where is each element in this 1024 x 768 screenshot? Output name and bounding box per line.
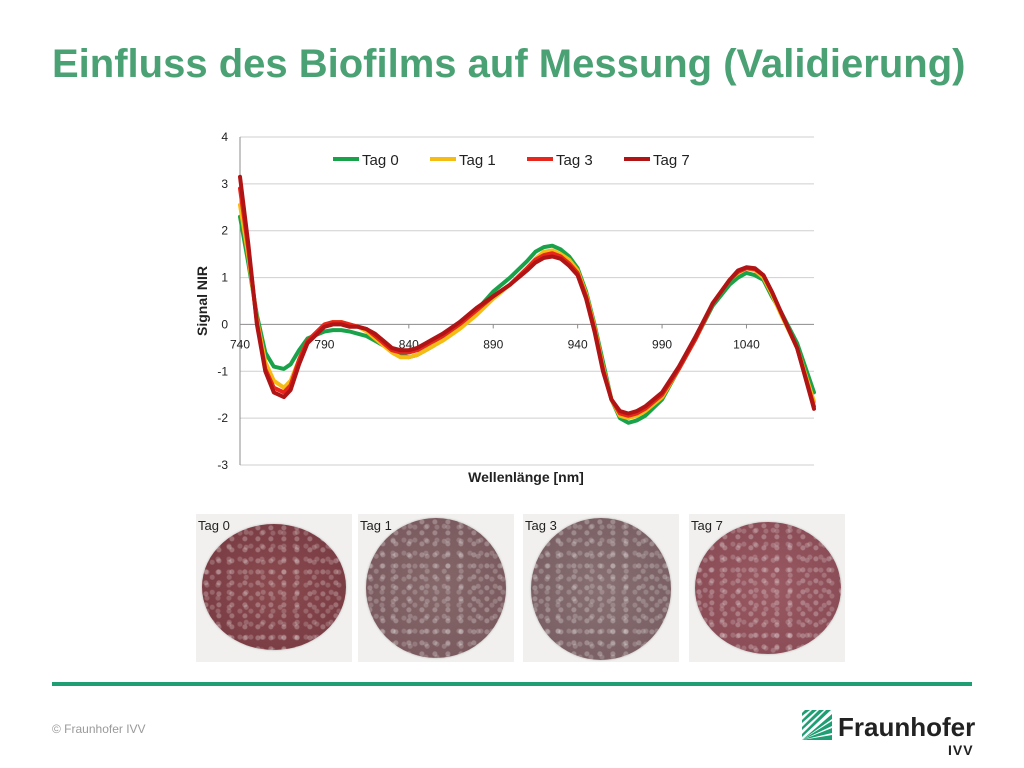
footer-divider [52, 682, 972, 686]
fraunhofer-logo: Fraunhofer IVV [802, 706, 982, 766]
fraunhofer-logo-icon [802, 710, 832, 740]
photo-label: Tag 1 [360, 518, 392, 533]
x-tick-label: 790 [314, 337, 334, 351]
y-tick-label: 3 [221, 177, 228, 191]
legend-label: Tag 1 [459, 152, 496, 169]
photo-label: Tag 0 [198, 518, 230, 533]
y-axis-title: Signal NIR [194, 266, 210, 336]
series-line-tag-3 [238, 186, 816, 418]
legend-label: Tag 7 [653, 152, 690, 169]
legend-label: Tag 3 [556, 152, 593, 169]
x-axis-title: Wellenlänge [nm] [468, 469, 584, 485]
photo-label: Tag 3 [525, 518, 557, 533]
meat-patty-image [202, 524, 346, 650]
y-tick-label: -1 [217, 364, 228, 378]
y-tick-label: 4 [221, 130, 228, 144]
photo-label: Tag 7 [691, 518, 723, 533]
y-tick-label: -2 [217, 411, 228, 425]
meat-patty-image [366, 518, 506, 658]
meat-patty-image [531, 518, 671, 660]
y-tick-label: 0 [221, 317, 228, 331]
y-tick-label: 1 [221, 271, 228, 285]
series-line-tag-0 [238, 214, 816, 425]
legend-label: Tag 0 [362, 152, 399, 169]
x-tick-label: 990 [652, 337, 672, 351]
x-tick-label: 890 [483, 337, 503, 351]
slide-title: Einfluss des Biofilms auf Messung (Valid… [52, 42, 966, 86]
meat-patty-image [695, 522, 841, 654]
copyright-text: © Fraunhofer IVV [52, 722, 146, 736]
x-tick-label: 740 [230, 337, 250, 351]
photo-tag-7: Tag 7 [689, 514, 845, 662]
series-line-tag-7 [238, 174, 816, 416]
photo-tag-3: Tag 3 [523, 514, 679, 662]
logo-wordmark: Fraunhofer [838, 712, 976, 742]
photo-tag-1: Tag 1 [358, 514, 514, 662]
x-tick-label: 1040 [733, 337, 760, 351]
x-tick-label: 940 [568, 337, 588, 351]
photo-tag-0: Tag 0 [196, 514, 352, 662]
y-tick-label: -3 [217, 458, 228, 472]
y-tick-label: 2 [221, 224, 228, 238]
series-line-tag-1 [238, 202, 816, 421]
logo-subtitle: IVV [948, 742, 974, 758]
